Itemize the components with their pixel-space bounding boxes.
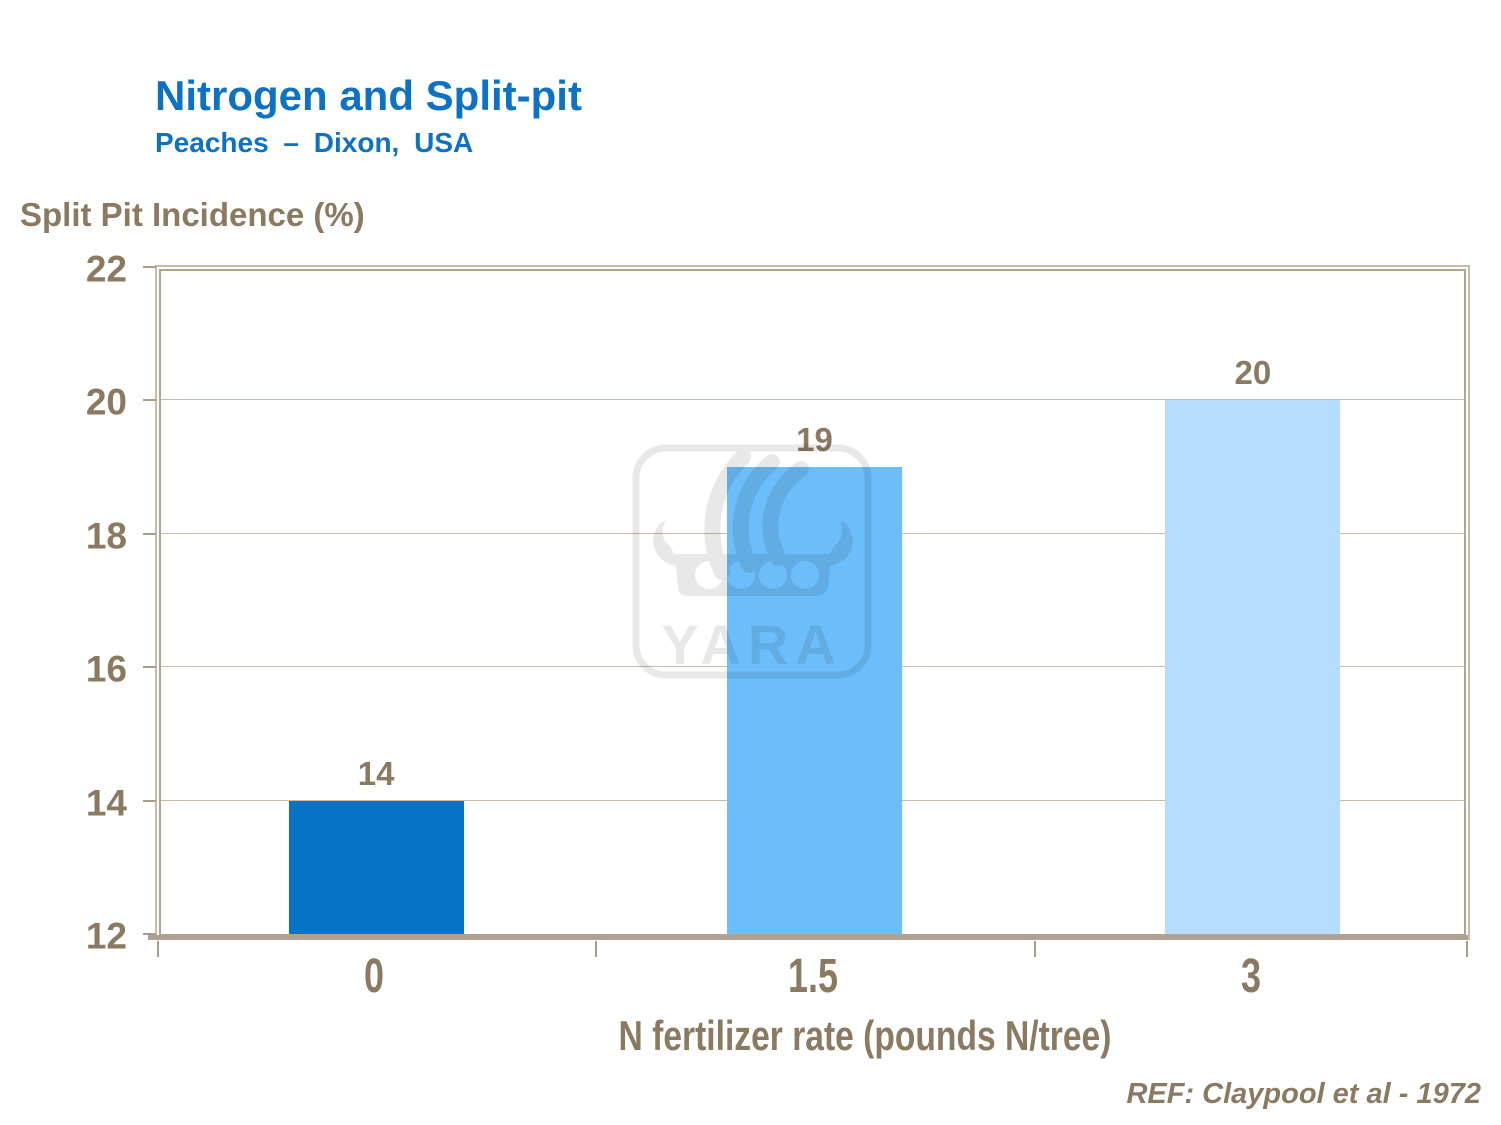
bar-value-label: 19 — [796, 421, 833, 459]
x-tick-mark — [595, 941, 598, 957]
bar — [1165, 400, 1341, 934]
x-axis-title: N fertilizer rate (pounds N/tree) — [618, 1012, 1112, 1059]
slide-title: Nitrogen and Split-pit — [155, 72, 582, 119]
reference-text: REF: Claypool et al - 1972 — [1126, 1078, 1481, 1110]
x-tick-mark — [157, 941, 159, 957]
bar — [288, 800, 464, 934]
y-tick-label: 22 — [85, 248, 127, 290]
y-tick-label: 12 — [85, 915, 127, 957]
y-axis-tick-labels: 12 14 16 18 20 22 — [0, 251, 135, 955]
x-axis-tick-labels: 0 1.5 3 — [155, 953, 1470, 1009]
y-tick-label: 18 — [85, 515, 127, 557]
y-tick-mark — [143, 266, 156, 268]
x-tick-label: 1.5 — [787, 950, 838, 1003]
gridline — [161, 399, 1464, 401]
x-tick-mark — [1466, 941, 1468, 957]
y-tick-label: 20 — [85, 381, 127, 423]
y-tick-mark — [143, 799, 156, 802]
slide-subtitle: Peaches – Dixon, USA — [155, 127, 474, 158]
x-tick-label: 3 — [1240, 950, 1261, 1003]
y-tick-label: 16 — [85, 648, 127, 690]
y-axis-title: Split Pit Incidence (%) — [20, 196, 365, 233]
y-tick-mark — [143, 399, 156, 402]
bar — [727, 467, 902, 934]
bar-value-label: 20 — [1234, 354, 1272, 392]
y-tick-label: 14 — [85, 782, 127, 824]
x-tick-label: 0 — [364, 950, 385, 1003]
y-tick-mark — [143, 933, 156, 935]
x-tick-mark — [1033, 941, 1036, 957]
x-axis-line — [148, 935, 1468, 940]
bar-value-label: 14 — [357, 754, 395, 792]
y-tick-mark — [143, 666, 156, 669]
y-tick-mark — [143, 532, 156, 535]
